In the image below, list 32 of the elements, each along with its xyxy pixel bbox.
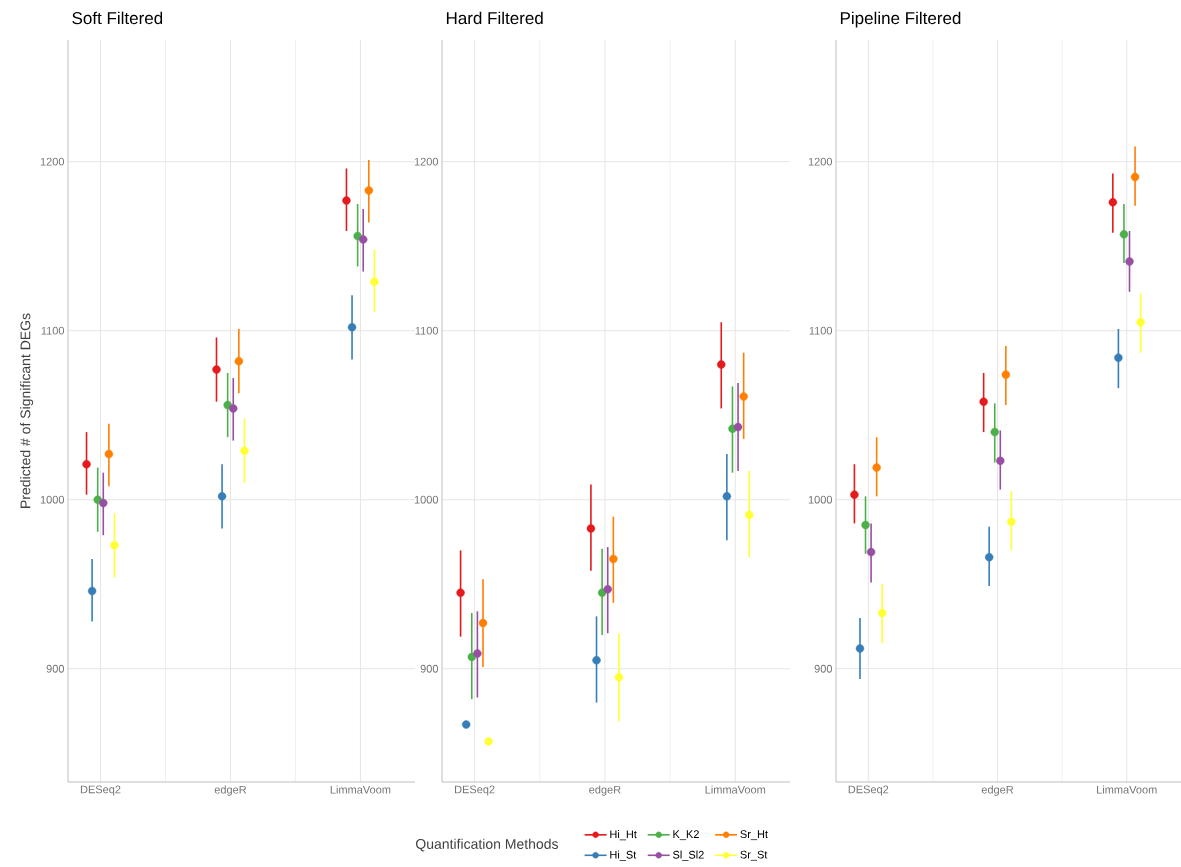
- y-tick-label: 1000: [40, 495, 65, 504]
- legend-title: Quantification Methods: [416, 838, 558, 852]
- legend-label: Sr_St: [740, 850, 768, 861]
- x-tick-label: LimmaVoom: [1097, 785, 1157, 794]
- x-tick-label: LimmaVoom: [330, 785, 391, 794]
- y-tick-label: 900: [814, 664, 833, 673]
- x-tick-label: edgeR: [589, 785, 621, 796]
- y-tick-label: 1100: [41, 326, 65, 335]
- chart-title: Hard Filtered: [446, 11, 543, 25]
- y-tick-label: 900: [420, 664, 439, 673]
- y-tick-label: 1000: [808, 495, 833, 504]
- x-tick-label: DESeq2: [455, 785, 495, 796]
- y-tick-label: 1200: [414, 157, 439, 166]
- y-tick-label: 900: [46, 664, 65, 673]
- y-tick-label: 1000: [414, 495, 439, 504]
- legend-label: Sl_Sl2: [673, 850, 704, 861]
- y-axis-title: Predicted # of Significant DEGs: [20, 313, 34, 508]
- legend-label: K_K2: [673, 830, 699, 841]
- x-tick-label: edgeR: [981, 785, 1014, 796]
- legend-label: Hi_St: [610, 850, 637, 861]
- x-tick-label: DESeq2: [848, 785, 889, 796]
- y-tick-label: 1200: [808, 157, 833, 166]
- legend-label: Hi_Ht: [610, 830, 637, 841]
- x-tick-label: DESeq2: [80, 785, 121, 796]
- y-tick-label: 1200: [40, 157, 65, 166]
- chart-title: Pipeline Filtered: [840, 11, 961, 28]
- chart-title: Soft Filtered: [72, 11, 163, 25]
- y-tick-label: 1100: [809, 326, 833, 335]
- y-tick-label: 1100: [415, 326, 439, 335]
- legend-label: Sr_Ht: [740, 830, 768, 841]
- x-tick-label: edgeR: [214, 785, 247, 796]
- x-tick-label: LimmaVoom: [705, 785, 766, 794]
